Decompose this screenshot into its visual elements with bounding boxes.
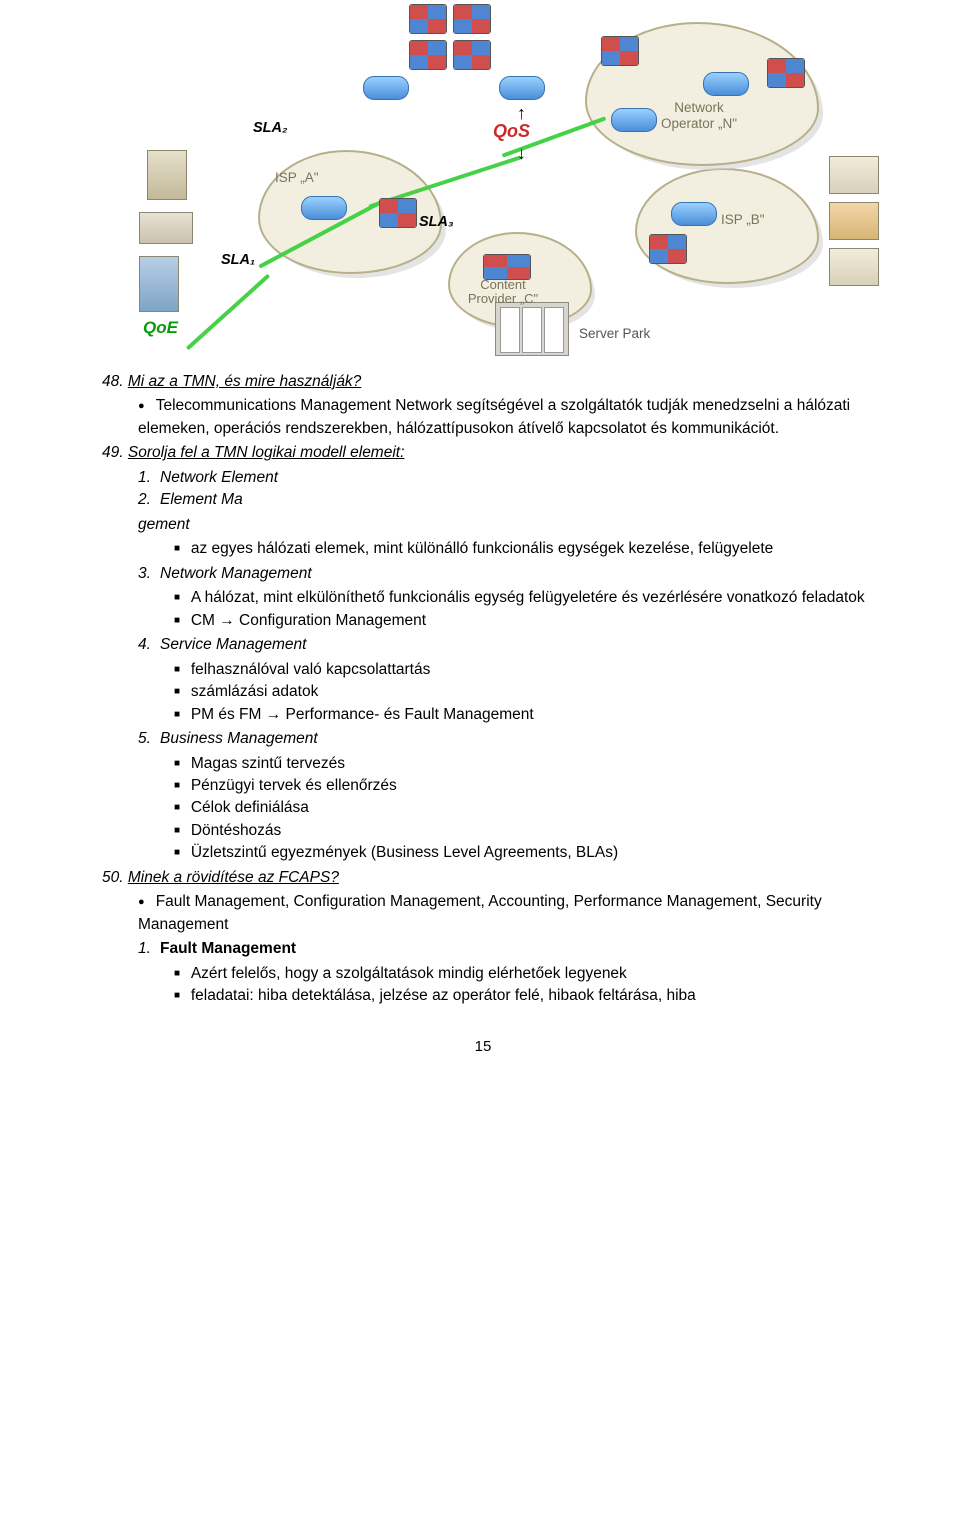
- label-server-park: Server Park: [579, 324, 650, 344]
- sub-list: felhasználóval való kapcsolattartás szám…: [66, 659, 900, 726]
- label-isp-b: ISP „B": [721, 210, 765, 230]
- list-item: Magas szintű tervezés: [174, 753, 900, 775]
- label-isp-a: ISP „A": [275, 168, 319, 188]
- list-item: Fault Management, Configuration Manageme…: [138, 891, 900, 936]
- q48-heading: 48. Mi az a TMN, és mire használják?: [66, 371, 900, 393]
- list-item: számlázási adatok: [174, 681, 900, 703]
- server-park-icon: [495, 302, 569, 356]
- label-net-op: Network Operator „N": [659, 100, 739, 131]
- sub-list: Magas szintű tervezés Pénzügyi tervek és…: [66, 753, 900, 865]
- q49-list-cont: 4.Service Management: [66, 634, 900, 656]
- house-icon: [829, 202, 879, 240]
- label-qos: QoS: [493, 118, 530, 144]
- label-sla2: SLA₂: [253, 118, 288, 139]
- house-icon: [829, 156, 879, 194]
- list-item: feladatai: hiba detektálása, jelzése az …: [174, 985, 900, 1007]
- q49-list-cont: 5.Business Management: [66, 728, 900, 750]
- list-item: PM és FM → Performance- és Fault Managem…: [174, 704, 900, 726]
- list-item: 5.Business Management: [138, 728, 900, 750]
- list-item: Döntéshozás: [174, 820, 900, 842]
- house-icon: [829, 248, 879, 286]
- list-item: 1.Network Element: [138, 467, 900, 489]
- label-qoe: QoE: [143, 316, 178, 341]
- sub-list: A hálózat, mint elkülöníthető funkcionál…: [66, 587, 900, 632]
- q50-heading: 50. Minek a rövidítése az FCAPS?: [66, 867, 900, 889]
- network-diagram: ↑ ↓ SLA₂ SLA₁ SLA₃ QoS QoE ISP „A" ISP „…: [103, 0, 863, 365]
- list-item: az egyes hálózati elemek, mint különálló…: [174, 538, 900, 560]
- list-item: A hálózat, mint elkülöníthető funkcionál…: [174, 587, 900, 609]
- building-icon: [147, 150, 187, 200]
- list-item: Célok definiálása: [174, 797, 900, 819]
- q49-list-cont: 3.Network Management: [66, 563, 900, 585]
- q50-list: 1.Fault Management: [66, 938, 900, 960]
- q49-heading: 49. Sorolja fel a TMN logikai modell ele…: [66, 442, 900, 464]
- list-item: Üzletszintű egyezmények (Business Level …: [174, 842, 900, 864]
- list-item: Telecommunications Management Network se…: [138, 395, 900, 440]
- q49-list: 1.Network Element 2.Element Ma: [66, 467, 900, 512]
- sub-list: Azért felelős, hogy a szolgáltatások min…: [66, 963, 900, 1008]
- label-sla3: SLA₃: [419, 212, 454, 233]
- list-item: Pénzügyi tervek és ellenőrzés: [174, 775, 900, 797]
- list-item: CM → Configuration Management: [174, 610, 900, 632]
- list-item: 1.Fault Management: [138, 938, 900, 960]
- building-icon: [139, 256, 179, 312]
- document-page: ↑ ↓ SLA₂ SLA₁ SLA₃ QoS QoE ISP „A" ISP „…: [0, 0, 960, 1087]
- list-item: 2.Element Ma: [138, 489, 900, 511]
- q48-answer: Telecommunications Management Network se…: [66, 395, 900, 440]
- building-icon: [139, 212, 193, 244]
- sub-list: az egyes hálózati elemek, mint különálló…: [66, 538, 900, 560]
- page-number: 15: [66, 1036, 900, 1058]
- q50-answer: Fault Management, Configuration Manageme…: [66, 891, 900, 936]
- list-item: Azért felelős, hogy a szolgáltatások min…: [174, 963, 900, 985]
- list-item: felhasználóval való kapcsolattartás: [174, 659, 900, 681]
- list-item: 3.Network Management: [138, 563, 900, 585]
- list-item-cont: gement: [66, 514, 900, 536]
- list-item: 4.Service Management: [138, 634, 900, 656]
- label-content-provider: Content Provider „C": [463, 278, 543, 307]
- label-sla1: SLA₁: [221, 250, 255, 271]
